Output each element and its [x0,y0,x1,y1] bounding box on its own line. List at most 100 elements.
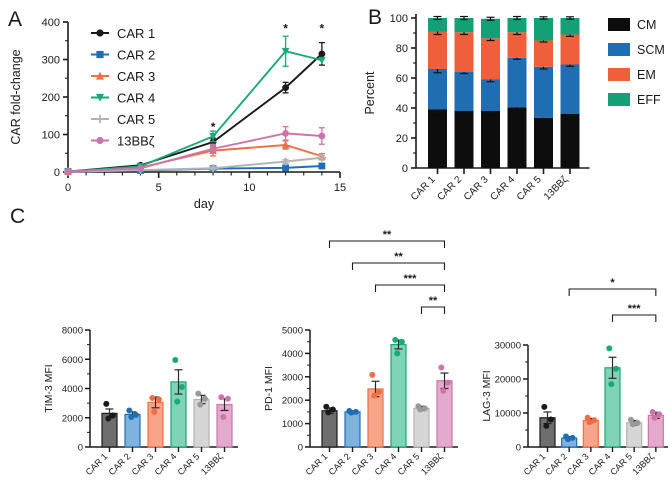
scatter-point [132,411,139,418]
scatter-point [149,395,156,402]
bar-group [321,403,338,448]
scatter-point [329,406,336,413]
scatter-point [547,416,554,423]
y-tick-label: 5000 [282,326,303,337]
scatter-point [606,345,613,352]
scatter-point [218,394,225,401]
x-tick-label: CAR 1 [304,451,330,477]
bar-segment-SCM [534,66,553,118]
scatter-point [543,422,550,429]
bar-group [216,394,233,448]
data-point [96,93,104,102]
y-tick-label: 8000 [62,326,83,337]
legend-swatch-EM [608,68,630,81]
scatter-point [348,409,355,416]
bar-segment-SCM [560,64,580,114]
scatter-point [651,414,658,421]
legend-label-5: CAR 5 [117,112,155,127]
scatter-point [128,414,135,421]
y-tick-label: 0 [54,167,60,179]
y-axis-title: CAR fold-change [9,49,23,144]
bar-segment-EFF [507,18,527,33]
bar-group [367,371,384,448]
bar-group [101,400,118,448]
legend-label-CM: CM [637,18,656,32]
significance-asterisk: * [283,22,288,36]
x-tick-label: 13BBζ [419,451,444,476]
bar-segment-EM [534,40,553,67]
significance-label: *** [628,303,642,315]
y-axis-title: Percent [363,71,377,115]
bracket-path [420,306,446,314]
y-tick-label: 200 [42,92,60,104]
x-tick-label: 0 [65,182,71,194]
legend-label-1: CAR 1 [117,26,155,41]
bar-segment-CM [454,111,474,168]
bar-CAR 3 [147,401,164,448]
y-tick-label: 0 [516,443,521,454]
stacked-bar [534,16,553,168]
scatter-point [569,434,576,441]
scatter-point [371,392,378,399]
bracket-path [351,262,446,270]
y-tick-label: 6000 [62,355,83,366]
scatter-point [417,406,424,413]
x-tick-label: CAR 4 [373,451,399,477]
panel-a-letter: A [8,8,23,31]
data-point [96,71,104,80]
bracket-path [328,240,446,248]
scatter-point [201,395,208,402]
bar-segment-EFF [454,18,474,33]
bar-group [124,407,141,448]
panel-b-letter: B [368,6,383,29]
scatter-point [421,405,428,412]
bar-segment-SCM [507,57,527,108]
x-tick-label: CAR 2 [327,451,353,477]
bar-CAR 4 [604,367,621,448]
scatter-point [612,365,619,372]
significance-bracket: ** [351,251,446,270]
legend-swatch-EFF [608,93,630,106]
x-tick-label: CAR 3 [130,451,156,477]
x-tick-label: CAR 5 [515,174,544,203]
x-tick-label: 13BBζ [199,451,224,476]
bar-group [413,403,430,448]
scatter-point [591,417,598,424]
legend-label-6: 13BBζ [117,134,155,149]
data-point [96,136,104,145]
scatter-point [155,396,162,403]
scatter-point [172,356,179,363]
stacked-bar [454,15,474,168]
bar-segment-SCM [481,79,500,111]
data-point [282,164,289,172]
bar-segment-CM [534,117,553,168]
significance-bracket: *** [611,303,657,322]
scatter-point [325,409,332,416]
bar-segment-EFF [428,18,447,32]
panel-a-legend: CAR 1 CAR 2 CAR 3 CAR 4 CAR 5 13BBζ [91,26,155,149]
scatter-point [649,408,656,415]
y-tick-label: 100 [390,13,408,25]
stacked-bar [560,16,580,168]
bar-group [647,408,664,448]
scatter-point [398,338,405,345]
x-tick-label: 13BBζ [542,174,571,203]
legend-swatch-SCM [608,43,630,56]
x-tick-label: CAR 5 [396,451,422,477]
scatter-point [586,419,593,426]
series-6 [64,125,326,176]
data-point [282,129,289,137]
scatter-point [438,364,445,371]
scatter-point [608,381,615,388]
stacked-bar [507,15,527,168]
bar-CAR 4 [390,343,407,448]
data-point [318,56,326,65]
bar-group [604,345,621,448]
scatter-point [444,379,451,386]
significance-label: * [610,277,615,289]
bar-segment-EM [507,32,527,58]
bar-group [626,416,643,448]
data-point [64,168,72,176]
